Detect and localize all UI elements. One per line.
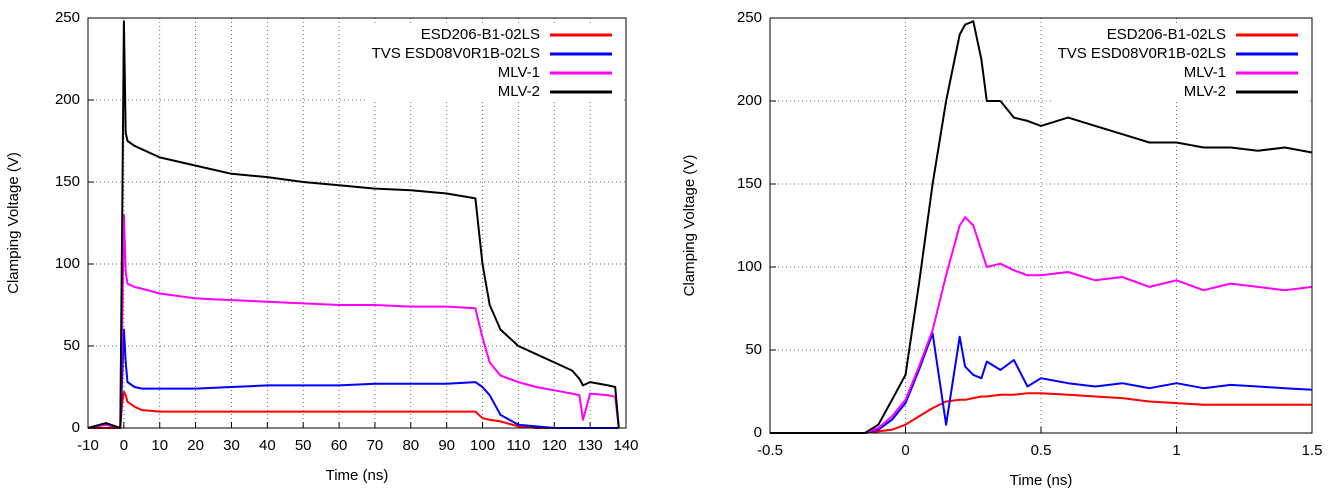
x-tick-label: 140 [613,437,638,454]
y-tick-label: 150 [55,173,80,190]
legend-bg [1052,45,1307,64]
x-tick-label: 40 [259,437,276,454]
legend-bg [1052,26,1307,45]
x-tick-label: 60 [331,437,348,454]
legend-label: TVS ESD08V0R1B-02LS [372,45,540,62]
y-tick-label: 100 [55,255,80,272]
x-tick-label: 20 [187,437,204,454]
legend-bg [366,83,621,102]
legend-bg [366,26,621,45]
legend-label: MLV-2 [498,83,540,100]
legend-label: MLV-1 [1184,64,1226,81]
legend-label: ESD206-B1-02LS [421,26,540,43]
legend-label: MLV-2 [1184,83,1226,100]
y-tick-label: 250 [55,9,80,26]
x-tick-label: 100 [470,437,495,454]
x-tick-label: -0.5 [757,442,783,459]
y-tick-label: 200 [55,91,80,108]
legend-bg [366,64,621,83]
x-tick-label: 70 [367,437,384,454]
x-tick-label: 0 [901,442,909,459]
x-tick-label: 10 [151,437,168,454]
plot-frame [769,17,1313,434]
x-tick-label: 1 [1172,442,1180,459]
y-tick-label: 0 [754,424,762,441]
x-tick-label: 90 [438,437,455,454]
legend-bg [1052,64,1307,83]
y-tick-label: 0 [72,419,80,436]
y-tick-label: 50 [745,341,762,358]
series-line [770,216,1313,434]
x-axis-label: Time (ns) [1010,472,1073,489]
legend-label: MLV-1 [498,64,540,81]
series-line [87,328,619,429]
series-line [87,213,620,429]
y-tick-label: 150 [737,175,762,192]
y-tick-label: 50 [63,337,80,354]
y-axis-label: Clamping Voltage (V) [681,155,698,297]
x-tick-label: 110 [506,437,530,454]
y-tick-label: 250 [737,9,762,26]
legend-label: TVS ESD08V0R1B-02LS [1058,45,1226,62]
plot-frame [87,17,627,429]
x-tick-label: 0.5 [1031,442,1052,459]
legend-label: ESD206-B1-02LS [1107,26,1226,43]
x-tick-label: 80 [402,437,419,454]
x-tick-label: 30 [223,437,240,454]
x-tick-label: 120 [542,437,567,454]
x-tick-label: 1.5 [1302,442,1323,459]
x-tick-label: 0 [120,437,128,454]
x-tick-label: 130 [578,437,603,454]
legend-bg [366,45,621,64]
legend-bg [1052,83,1307,102]
y-axis-label: Clamping Voltage (V) [5,152,22,294]
x-axis-label: Time (ns) [326,467,389,484]
y-tick-label: 100 [737,258,762,275]
y-tick-label: 200 [737,92,762,109]
series-line [88,390,619,429]
series-line [87,20,620,429]
x-tick-label: 50 [295,437,312,454]
x-tick-label: -10 [77,437,99,454]
